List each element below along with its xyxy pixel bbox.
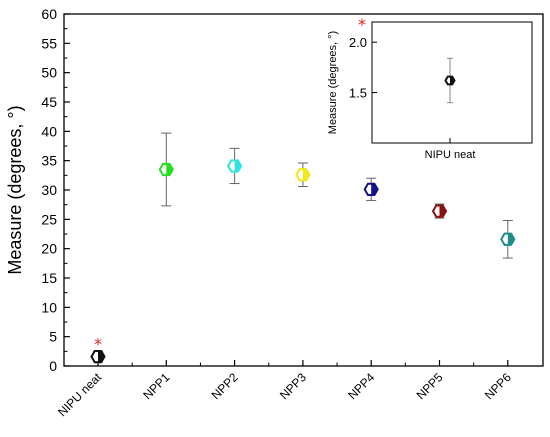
data-point-npp1: [158, 162, 174, 177]
data-point-npp2-fill: [234, 160, 242, 172]
x-tick-label: NPP6: [482, 370, 514, 402]
inset-y-axis-title: Measure (degrees, °): [327, 31, 339, 134]
x-tick-label: NPP3: [277, 370, 309, 402]
y-tick-label: 30: [41, 182, 57, 198]
data-point-npp1-fill: [166, 163, 173, 176]
y-tick-label: 45: [41, 94, 57, 110]
y-tick-label: 5: [49, 329, 57, 345]
y-tick-label: 10: [41, 299, 57, 315]
inset-chart: 1.5 2.0 Measure (degrees, °) NIPU neat *: [327, 15, 533, 161]
data-point-npp4: [363, 182, 379, 197]
y-tick-label: 60: [41, 6, 57, 22]
inset-y-tick-label: 1.5: [349, 86, 367, 101]
main-chart: 0 5 10 15 20 25 30 35 40 45 50 55 60 Measure (degrees…: [5, 6, 544, 420]
y-tick-label: 20: [41, 241, 57, 257]
data-point-nipu-neat: [90, 349, 106, 364]
inset-data-point-nipu-neat-fill: [450, 76, 455, 85]
y-tick-label: 55: [41, 35, 57, 51]
y-tick-label: 15: [41, 270, 57, 286]
data-point-npp4-fill: [371, 183, 378, 196]
data-point-npp5: [431, 204, 448, 218]
x-tick-label: NPP5: [414, 370, 446, 402]
significance-star: *: [94, 334, 102, 353]
data-point-npp5-fill: [439, 205, 446, 217]
x-tick-label: NIPU neat: [55, 370, 105, 420]
inset-y-tick-label: 2.0: [349, 35, 367, 50]
data-point-npp6: [500, 232, 516, 246]
x-tick-label: NPP4: [345, 370, 377, 402]
data-point-nipu-neat-fill: [98, 350, 105, 363]
inset-significance-star: *: [358, 15, 366, 34]
y-tick-label: 25: [41, 211, 57, 227]
y-tick-label: 35: [41, 153, 57, 169]
data-point-npp6-fill: [507, 233, 515, 245]
y-tick-label: 50: [41, 65, 57, 81]
x-tick-label: NPP1: [140, 370, 172, 402]
y-tick-label: 40: [41, 123, 57, 139]
data-point-npp3-fill: [302, 169, 310, 181]
inset-data-point-nipu-neat: [444, 75, 456, 86]
inset-x-tick-label: NIPU neat: [425, 149, 476, 161]
y-tick-label: 0: [49, 358, 57, 374]
x-tick-label: NPP2: [209, 370, 241, 402]
y-axis-title: Measure (degrees, °): [5, 105, 25, 274]
data-point-npp3: [295, 168, 311, 182]
data-point-npp2: [226, 159, 243, 173]
